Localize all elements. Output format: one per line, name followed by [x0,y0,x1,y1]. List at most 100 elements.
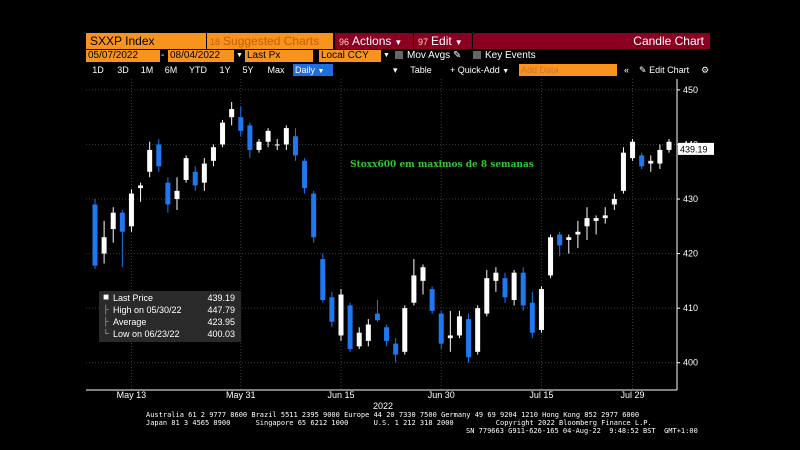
edit-chart-label: Edit Chart [649,65,690,75]
candle-body [666,141,672,150]
square-icon: ■ [103,292,110,303]
actions-menu[interactable]: 96 Actions ▼ [335,33,413,49]
candle-body [356,332,362,347]
legend-label: Average [113,317,147,327]
checkbox-icon[interactable] [473,51,481,59]
y-tick-label: 420 [683,249,698,259]
candle-body [128,193,134,227]
chevron-down-icon[interactable]: ▼ [383,52,390,59]
gear-icon[interactable]: ⚙ [701,65,710,75]
candle-body [538,289,544,330]
candle-body [229,109,235,118]
legend-value: 447.79 [207,305,235,315]
legend-label: Low on 06/23/22 [113,329,180,339]
candle-body [147,149,153,172]
period-1d[interactable]: 1D [92,65,104,75]
candle-body [156,144,162,167]
footer-session: SN 779663 G911-626-165 04-Aug-22 9:48:52… [466,427,698,435]
period-6m[interactable]: 6M [164,65,178,75]
period-max[interactable]: Max [267,65,285,75]
y-tick-label: 400 [683,358,698,368]
candle-body [557,234,563,246]
x-tick-label: Jul 15 [529,390,553,400]
edit-menu[interactable]: 97 Edit ▼ [414,33,472,49]
suggested-charts-number: 18 [210,37,221,47]
table-button[interactable]: Table [410,65,432,75]
candle-body [283,128,289,145]
candle-body [584,218,590,227]
actions-label: Actions [352,34,392,48]
price-field-select[interactable]: Last Px [245,50,313,62]
candle-body [338,294,344,336]
period-1y[interactable]: 1Y [219,65,231,75]
candle-body [484,278,490,314]
candle-body [548,237,554,276]
candle-body [475,308,481,352]
start-date-field[interactable]: 05/07/2022 [86,50,160,62]
quick-add-label: + Quick-Add [450,65,500,75]
candle-body [566,237,572,240]
currency-select[interactable]: Local CCY [319,50,381,62]
candle-body [311,193,317,238]
period-ytd[interactable]: YTD [189,65,207,75]
legend-label: High on 05/30/22 [113,305,182,315]
candle-body [384,327,390,341]
candle-body [502,278,508,298]
candle-body [639,155,645,167]
y-tick-label: 430 [683,194,698,204]
candle-body [429,289,435,311]
candle-body [402,308,408,352]
candle-body [265,130,271,142]
candle-body [183,158,189,180]
candle-body [611,199,617,205]
candle-body [511,272,517,300]
end-date-field[interactable]: 08/04/2022 [168,50,234,62]
period-5y[interactable]: 5Y [242,65,254,75]
quick-add-button[interactable]: + Quick-Add ▼ [450,64,509,76]
candle-body [393,343,399,355]
candle-body [648,160,654,164]
candle-body [602,215,608,219]
x-tick-label: May 31 [226,390,256,400]
candle-body [411,275,417,303]
legend-high: ├ High on 05/30/22 447.79 [103,304,237,316]
ticker-field[interactable]: SXXP Index [86,33,206,49]
candle-body [520,272,526,306]
chevron-down-icon: ▼ [394,38,403,47]
pencil-icon[interactable]: ✎ [452,50,462,61]
year-label: 2022 [373,401,393,411]
candle-body [575,231,581,235]
candle-body [101,237,107,254]
candle-body [274,144,280,146]
candle-body [119,212,125,232]
legend-value: 439.19 [207,293,235,303]
frequency-select[interactable]: Daily ▼ [293,64,333,76]
candle-body [210,147,216,161]
chart-toggle-icon[interactable]: ▾ [393,65,398,75]
candle-body [192,171,198,186]
footer-contacts-1: Australia 61 2 9777 8600 Brazil 5511 239… [146,411,640,419]
edit-chart-button[interactable]: ✎ Edit Chart [639,64,689,76]
period-3d[interactable]: 3D [117,65,129,75]
key-events-toggle[interactable]: Key Events [473,50,536,62]
candle-body [320,259,326,300]
candle-body [456,316,462,336]
period-1m[interactable]: 1M [140,65,154,75]
chevron-down-icon[interactable]: ▼ [236,52,243,59]
candle-body [247,125,253,150]
add-data-input[interactable]: Add Data [519,64,617,76]
x-tick-label: Jun 30 [428,390,455,400]
legend-average: ├ Average 423.95 [103,316,237,328]
mov-avgs-toggle[interactable]: Mov Avgs ✎ [395,50,461,62]
x-tick-label: Jun 15 [327,390,354,400]
checkbox-icon[interactable] [395,51,403,59]
candle-body [256,141,262,150]
x-tick-label: May 13 [117,390,147,400]
candle-body [238,117,244,131]
candle-body [138,185,144,189]
collapse-icon[interactable]: « [624,65,630,75]
candle-body [374,313,380,321]
edit-label: Edit [431,34,452,48]
suggested-charts-button[interactable]: 18 Suggested Charts [207,33,333,49]
